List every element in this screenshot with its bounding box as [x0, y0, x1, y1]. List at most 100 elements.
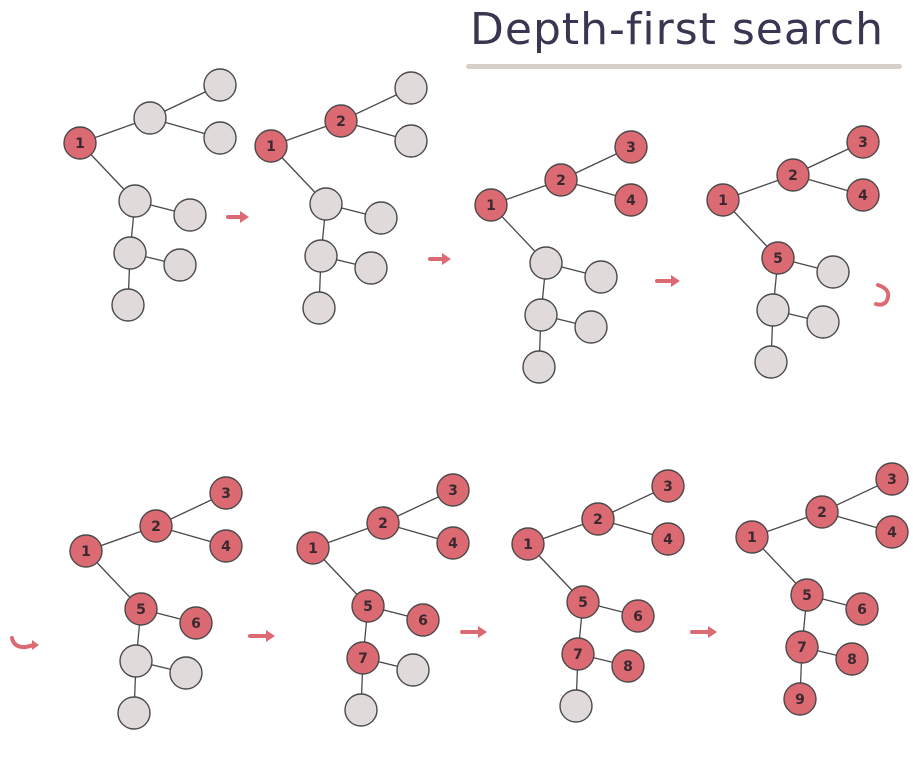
next-step-arrow [690, 626, 717, 638]
unvisited-node [816, 255, 850, 289]
visited-node [614, 130, 648, 164]
node-label: 6 [857, 602, 867, 618]
unvisited-node [163, 248, 197, 282]
visited-node [544, 163, 578, 197]
node-label: 2 [556, 173, 566, 189]
visited-node [254, 129, 288, 163]
visited-node [651, 522, 685, 556]
node-label: 7 [797, 640, 807, 656]
node-label: 1 [486, 198, 496, 214]
node-label: 6 [633, 609, 643, 625]
visited-node [474, 188, 508, 222]
node-label: 7 [573, 647, 583, 663]
visited-node [581, 502, 615, 536]
node-label: 3 [221, 486, 231, 502]
visited-node [875, 462, 909, 496]
visited-node [366, 506, 400, 540]
node-label: 2 [151, 519, 161, 535]
unvisited-node [364, 201, 398, 235]
visited-node [611, 649, 645, 683]
visited-node [63, 126, 97, 160]
unvisited-node [173, 198, 207, 232]
visited-node [139, 509, 173, 543]
node-label: 5 [802, 588, 812, 604]
unvisited-node [394, 71, 428, 105]
page-title: Depth-first search [470, 4, 885, 55]
next-step-arrow [655, 275, 680, 287]
unvisited-node [354, 251, 388, 285]
row-wrap-arrow-end [874, 283, 891, 307]
unvisited-node [203, 121, 237, 155]
visited-node [614, 183, 648, 217]
unvisited-node [344, 693, 378, 727]
node-label: 5 [578, 595, 588, 611]
visited-node [835, 642, 869, 676]
unvisited-node [529, 246, 563, 280]
next-step-arrow [460, 626, 487, 638]
node-label: 2 [788, 168, 798, 184]
visited-node [621, 599, 655, 633]
unvisited-node [113, 236, 147, 270]
visited-node [179, 606, 213, 640]
node-label: 4 [858, 188, 868, 204]
visited-node [324, 104, 358, 138]
unvisited-node [133, 101, 167, 135]
visited-node [845, 592, 879, 626]
node-label: 1 [718, 193, 728, 209]
node-label: 4 [448, 536, 458, 552]
node-label: 8 [623, 659, 633, 675]
node-label: 2 [593, 512, 603, 528]
unvisited-node [574, 310, 608, 344]
next-step-arrow [428, 253, 451, 265]
unvisited-node [584, 260, 618, 294]
unvisited-node [756, 293, 790, 327]
node-label: 2 [336, 114, 346, 130]
node-label: 4 [887, 525, 897, 541]
node-label: 1 [523, 537, 533, 553]
node-label: 1 [75, 136, 85, 152]
visited-node [735, 520, 769, 554]
dfs-step-2: 12 [254, 71, 428, 325]
visited-node [436, 526, 470, 560]
unvisited-node [118, 184, 152, 218]
visited-node [511, 527, 545, 561]
dfs-step-8: 1 2 3 4 5 6 7 8 9 [735, 462, 909, 716]
node-label: 5 [773, 251, 783, 267]
unvisited-node [309, 187, 343, 221]
unvisited-node [169, 656, 203, 690]
unvisited-node [302, 291, 336, 325]
next-step-arrow [248, 630, 275, 642]
dfs-step-6: 1 2 3 4 5 6 7 [296, 473, 470, 727]
unvisited-node [394, 124, 428, 158]
visited-node [875, 515, 909, 549]
node-label: 3 [887, 472, 897, 488]
node-label: 3 [663, 479, 673, 495]
visited-node [351, 589, 385, 623]
node-label: 3 [858, 135, 868, 151]
visited-node [566, 585, 600, 619]
unvisited-node [754, 345, 788, 379]
unvisited-node [559, 689, 593, 723]
dfs-step-1: 1 [63, 68, 237, 322]
node-label: 2 [378, 516, 388, 532]
node-label: 9 [795, 692, 805, 708]
visited-node [561, 637, 595, 671]
title-underline [466, 64, 902, 69]
visited-node [706, 183, 740, 217]
node-label: 8 [847, 652, 857, 668]
visited-node [846, 178, 880, 212]
visited-node [346, 641, 380, 675]
node-label: 6 [418, 613, 428, 629]
dfs-step-5: 1 2 3 4 5 6 [69, 476, 243, 730]
visited-node [209, 476, 243, 510]
node-label: 3 [448, 483, 458, 499]
visited-node [785, 630, 819, 664]
node-label: 7 [358, 651, 368, 667]
next-step-arrow [226, 211, 249, 223]
visited-node [69, 534, 103, 568]
visited-node [406, 603, 440, 637]
node-label: 1 [266, 139, 276, 155]
visited-node [296, 531, 330, 565]
visited-node [209, 529, 243, 563]
